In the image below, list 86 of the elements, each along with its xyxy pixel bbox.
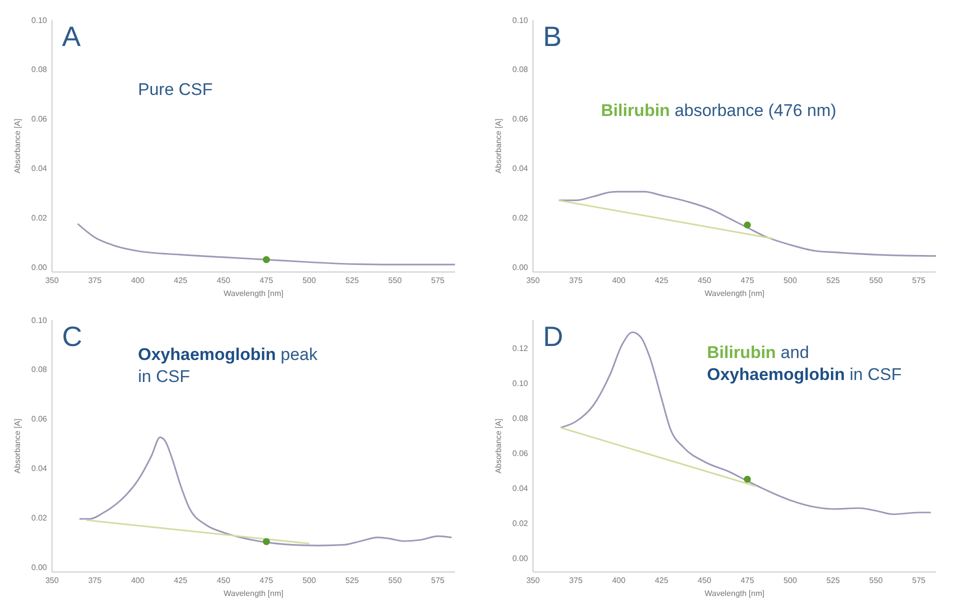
x-tick-label: 400 [131, 276, 145, 285]
x-tick-label: 525 [826, 576, 840, 585]
x-tick-label: 425 [654, 576, 669, 585]
annotation: Pure CSF [138, 80, 213, 99]
annotation: Oxyhaemoglobin in CSF [707, 365, 902, 384]
y-tick-label: 0.08 [31, 65, 48, 74]
x-tick-label: 375 [88, 276, 102, 285]
chart-title: A [62, 21, 81, 52]
x-tick-label: 550 [869, 576, 884, 585]
x-tick-label: 400 [612, 576, 626, 585]
x-tick-label: 525 [826, 276, 840, 285]
x-tick-label: 425 [654, 276, 669, 285]
x-tick-label: 475 [260, 276, 274, 285]
x-tick-label: 450 [698, 576, 712, 585]
y-axis-title: Absorbance [A] [13, 418, 22, 474]
x-tick-label: 450 [698, 276, 712, 285]
x-tick-label: 350 [45, 276, 60, 285]
x-tick-label: 450 [216, 276, 231, 285]
annotation: Oxyhaemoglobin peak [138, 345, 318, 364]
x-tick-label: 550 [869, 276, 884, 285]
line-series [558, 190, 937, 257]
x-tick-label: 400 [131, 576, 145, 585]
line-series [78, 436, 452, 546]
x-tick-label: 500 [302, 276, 316, 285]
x-axis-title: Wavelength [nm] [224, 589, 284, 598]
x-tick-label: 500 [302, 576, 316, 585]
x-tick-label: 375 [569, 576, 584, 585]
y-tick-label: 0.06 [31, 114, 48, 124]
x-tick-label: 575 [431, 576, 446, 585]
y-tick-label: 0.00 [31, 262, 48, 272]
x-tick-label: 450 [216, 576, 231, 585]
y-tick-label: 0.08 [512, 414, 529, 423]
x-tick-label: 425 [174, 276, 188, 285]
x-tick-label: 425 [174, 576, 188, 585]
y-tick-label: 0.08 [512, 65, 529, 74]
y-tick-label: 0.10 [512, 16, 529, 25]
y-tick-label: 0.06 [512, 448, 529, 458]
chart-title: D [543, 321, 564, 352]
annotation: in CSF [138, 367, 190, 386]
y-tick-label: 0.12 [512, 344, 529, 353]
y-tick-label: 0.02 [512, 213, 529, 222]
y-tick-label: 0.08 [31, 365, 48, 374]
x-tick-label: 525 [345, 576, 360, 585]
y-tick-label: 0.02 [31, 213, 48, 222]
x-tick-label: 400 [612, 276, 626, 285]
x-tick-label: 350 [45, 576, 60, 585]
y-tick-label: 0.10 [31, 16, 48, 25]
y-tick-label: 0.02 [31, 513, 48, 522]
x-axis-title: Wavelength [nm] [224, 289, 284, 298]
y-tick-label: 0.00 [31, 562, 48, 572]
x-tick-label: 350 [526, 276, 540, 285]
y-tick-label: 0.04 [31, 464, 48, 474]
x-tick-label: 475 [740, 276, 755, 285]
x-tick-label: 475 [260, 576, 274, 585]
chart-title: C [62, 321, 82, 352]
y-tick-label: 0.02 [512, 518, 529, 528]
x-tick-label: 575 [431, 276, 446, 285]
x-tick-label: 550 [388, 276, 402, 285]
y-tick-label: 0.04 [512, 164, 529, 174]
x-tick-label: 375 [569, 276, 584, 285]
x-tick-label: 525 [345, 276, 360, 285]
line-series [76, 223, 456, 266]
x-axis-title: Wavelength [nm] [704, 589, 764, 598]
y-tick-label: 0.06 [31, 414, 48, 424]
y-axis-title: Absorbance [A] [494, 118, 503, 174]
x-axis-title: Wavelength [nm] [704, 289, 764, 298]
y-tick-label: 0.10 [31, 316, 48, 325]
y-tick-label: 0.04 [512, 484, 529, 493]
x-tick-label: 575 [912, 276, 926, 285]
x-tick-label: 575 [912, 576, 926, 585]
y-tick-label: 0.00 [512, 262, 529, 272]
y-axis-title: Absorbance [A] [13, 118, 22, 174]
x-tick-label: 500 [784, 276, 798, 285]
chart-title: B [543, 21, 562, 52]
y-tick-label: 0.10 [512, 378, 529, 388]
x-tick-label: 550 [388, 576, 402, 585]
y-tick-label: 0.00 [512, 554, 529, 563]
annotation: Bilirubin absorbance (476 nm) [601, 101, 836, 120]
y-axis-title: Absorbance [A] [494, 418, 503, 474]
x-tick-label: 475 [740, 576, 755, 585]
y-tick-label: 0.06 [512, 114, 529, 124]
x-tick-label: 375 [88, 576, 102, 585]
x-tick-label: 500 [784, 576, 798, 585]
annotation: Bilirubin and [707, 343, 810, 362]
y-tick-label: 0.04 [31, 164, 48, 174]
x-tick-label: 350 [526, 576, 540, 585]
